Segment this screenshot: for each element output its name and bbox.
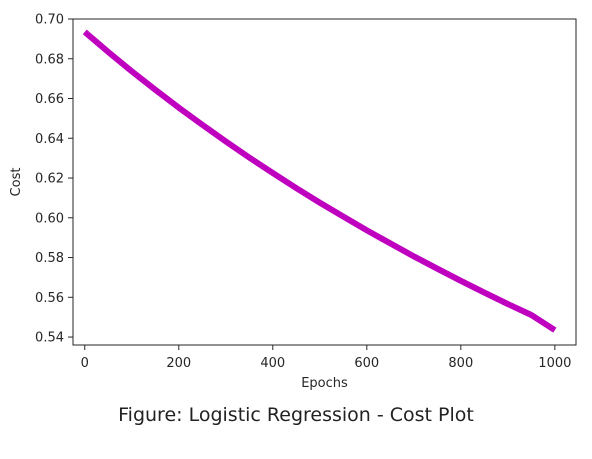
y-tick-label: 0.64 (35, 132, 64, 147)
y-tick-label: 0.58 (35, 251, 64, 266)
y-tick-label: 0.54 (35, 331, 64, 346)
x-axis: 0 200 400 600 800 1000 (81, 345, 571, 371)
cost-plot: 0.54 0.56 0.58 0.60 0.62 0.64 0.66 0.68 0.70 0 20… (9, 13, 577, 391)
x-tick-label: 800 (448, 356, 473, 371)
x-axis-label: Epochs (301, 376, 348, 391)
y-axis-label: Cost (9, 168, 24, 197)
figure-caption: Figure: Logistic Regression - Cost Plot (118, 404, 474, 426)
y-tick-label: 0.68 (35, 52, 64, 67)
y-tick-label: 0.60 (35, 211, 64, 226)
series-layer (82, 29, 557, 333)
cost-series-line (82, 29, 557, 333)
y-tick-label: 0.66 (35, 92, 64, 107)
y-axis: 0.54 0.56 0.58 0.60 0.62 0.64 0.66 0.68 0.70 (35, 13, 73, 346)
x-tick-label: 1000 (538, 356, 571, 371)
y-tick-label: 0.56 (35, 291, 64, 306)
x-tick-label: 400 (260, 356, 285, 371)
x-tick-label: 200 (166, 356, 191, 371)
x-tick-label: 600 (354, 356, 379, 371)
plot-frame (72, 18, 577, 346)
x-tick-label: 0 (81, 356, 89, 371)
y-tick-label: 0.62 (35, 172, 64, 187)
y-tick-label: 0.70 (35, 13, 64, 28)
